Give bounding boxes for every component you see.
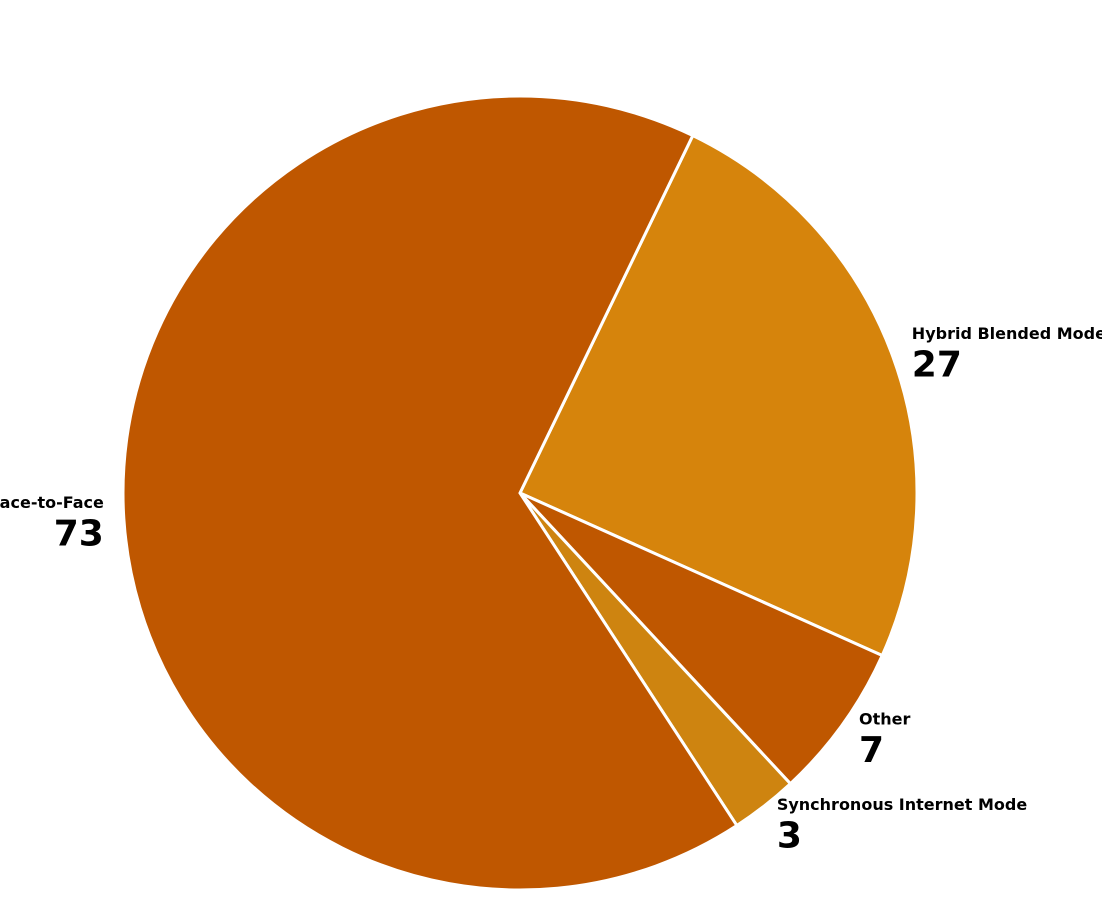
pie-slice [121, 94, 739, 892]
slice-value: 27 [912, 344, 962, 385]
slice-label: Face-to-Face [0, 493, 104, 512]
pie-slice [518, 491, 885, 786]
slice-value: 73 [54, 514, 104, 555]
slice-label: Hybrid Blended Mode [912, 324, 1102, 343]
slice-label: Other [859, 709, 910, 728]
slice-label: Synchronous Internet Mode [777, 795, 1028, 814]
slice-value: 7 [859, 730, 884, 771]
pie-slice [517, 133, 919, 658]
slice-value: 3 [777, 816, 802, 857]
